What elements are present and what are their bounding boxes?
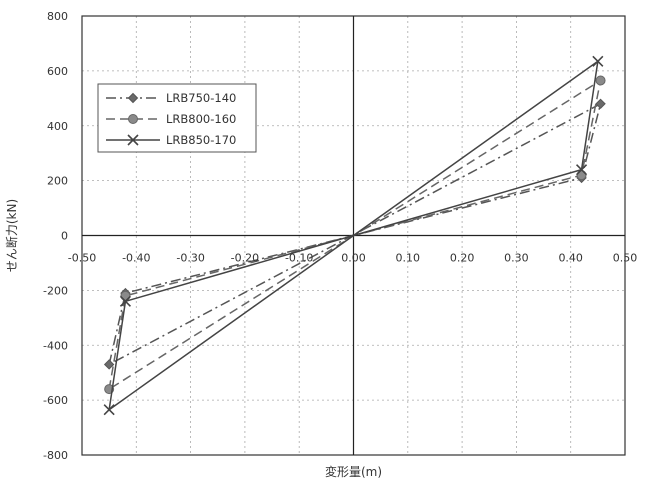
- y-tick-labels: 800 600 400 200 0 -200 -400 -600 -800: [43, 10, 68, 462]
- y-tick-label: 400: [47, 120, 68, 133]
- series-layer: [103, 55, 606, 416]
- legend-marker-swatch: [128, 114, 138, 124]
- y-tick-label: 600: [47, 65, 68, 78]
- x-tick-label: 0.30: [504, 252, 529, 265]
- legend-entry: LRB850-170: [106, 133, 236, 147]
- x-tick-label: -0.10: [285, 252, 313, 265]
- y-tick-label: -200: [43, 284, 68, 297]
- legend: LRB750-140 LRB800-160 LRB850-170: [97, 83, 257, 153]
- x-tick-label: 0.00: [341, 252, 366, 265]
- series-2: [103, 55, 604, 416]
- data-point: [595, 98, 606, 110]
- y-tick-label: 200: [47, 175, 68, 188]
- y-tick-label: -800: [43, 449, 68, 462]
- data-point: [592, 55, 604, 67]
- legend-entry: LRB750-140: [106, 91, 236, 105]
- legend-entry: LRB800-160: [106, 112, 236, 126]
- x-tick-label: 0.40: [558, 252, 583, 265]
- x-tick-label: 0.20: [450, 252, 475, 265]
- data-point: [575, 164, 588, 176]
- data-point: [103, 404, 115, 416]
- x-tick-label: 0.10: [396, 252, 421, 265]
- x-tick-label: -0.30: [176, 252, 204, 265]
- x-tick-label: 0.50: [613, 252, 638, 265]
- x-tick-label: -0.20: [231, 252, 259, 265]
- legend-label: LRB850-170: [166, 133, 236, 147]
- data-point: [595, 75, 606, 86]
- x-axis-title: 変形量(m): [325, 464, 382, 479]
- data-point: [119, 295, 132, 307]
- legend-marker-swatch: [127, 92, 139, 104]
- legend-marker-swatch: [127, 134, 139, 146]
- y-tick-label: -400: [43, 339, 68, 352]
- y-tick-label: 800: [47, 10, 68, 23]
- y-tick-label: 0: [61, 230, 68, 243]
- y-axis-title: せん断力(kN): [4, 199, 19, 272]
- x-tick-label: -0.40: [122, 252, 150, 265]
- y-tick-label: -600: [43, 394, 68, 407]
- legend-label: LRB750-140: [166, 91, 236, 105]
- legend-label: LRB800-160: [166, 112, 236, 126]
- data-point: [103, 359, 115, 370]
- x-tick-labels: -0.50 -0.40 -0.30 -0.20 -0.10 0.00 0.10 0.20 0.3…: [68, 252, 637, 265]
- x-tick-label: -0.50: [68, 252, 96, 265]
